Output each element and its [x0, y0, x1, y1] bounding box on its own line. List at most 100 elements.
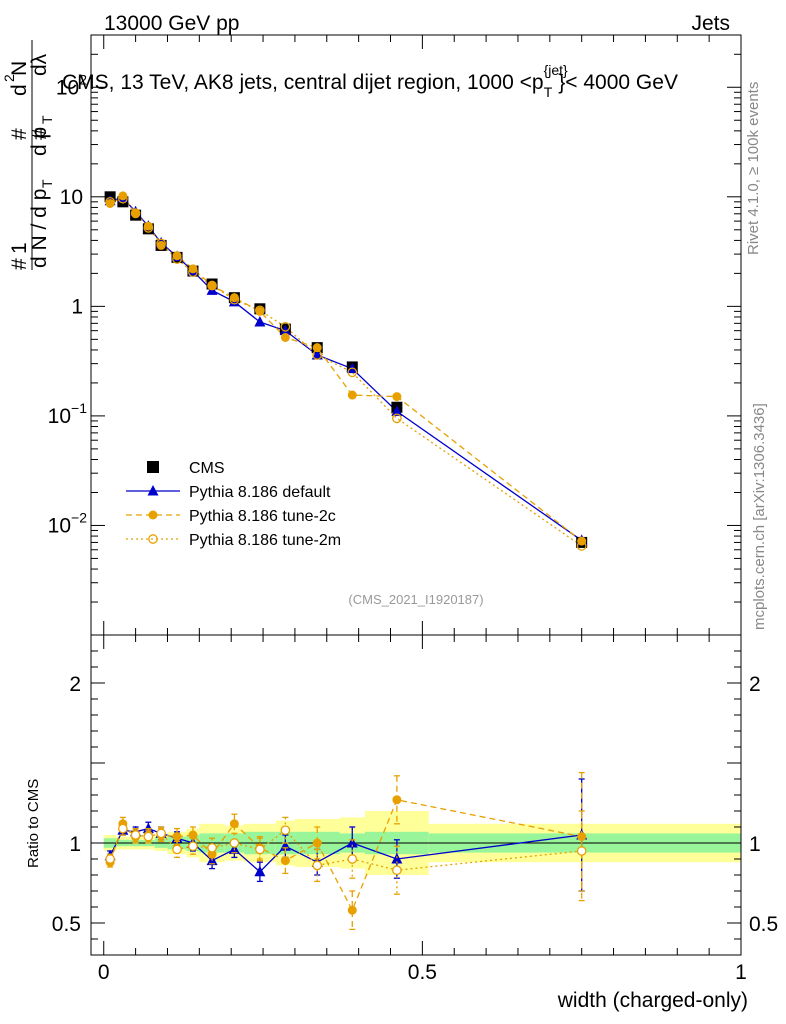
tune2c-point	[347, 390, 357, 400]
ratio-tune2m-point	[576, 846, 587, 856]
title-sup: {jet}	[544, 62, 568, 78]
tune2m-point	[207, 280, 217, 291]
tune2c-point	[207, 281, 217, 291]
legend-marker-tune2m	[148, 534, 158, 544]
ratio-tune2m-point	[347, 854, 358, 864]
tune2m-point	[576, 541, 587, 551]
tune2c-point	[577, 536, 587, 546]
ratio-ytick-label-right: 2	[749, 673, 761, 696]
default-point	[311, 348, 323, 360]
legend-label-2: Pythia 8.186 tune-2c	[189, 508, 336, 525]
legend-marker-default	[147, 485, 159, 496]
tune2c-point	[280, 332, 290, 342]
ratio-tune2m-point	[105, 854, 115, 864]
rivet-version-label: Rivet 4.1.0, ≥ 100k events	[745, 82, 762, 255]
ratio-tune2m-point	[280, 825, 291, 836]
ratio-ytick-label-left: 0.5	[52, 913, 81, 936]
main-ticks: 10−2 10−1 1 10 102	[48, 34, 742, 636]
ylabel-part-2: 1	[8, 242, 31, 254]
ratio-tune2m-point	[188, 841, 198, 852]
ratio-ytick-label-right: 1	[749, 833, 761, 856]
ratio-default-point	[254, 865, 266, 877]
header-left: 13000 GeV pp	[104, 12, 239, 35]
tune2m-point	[118, 193, 128, 204]
legend-label-1: Pythia 8.186 default	[189, 484, 331, 501]
tune2m-point	[172, 254, 182, 264]
ratio-frame	[90, 634, 742, 956]
tune2m-point	[143, 223, 154, 233]
ratio-tune2c-point	[347, 905, 357, 915]
ratio-tune2m-point	[229, 838, 240, 848]
mcplots-site-label: mcplots.cern.ch [arXiv:1306.3436]	[751, 403, 768, 630]
main-ytick-label: 1	[71, 295, 83, 318]
ylabel-part-3: d N / d p	[28, 189, 51, 268]
ratio-tune2m-point	[118, 823, 128, 834]
tune2c-point	[131, 209, 141, 219]
ratio-tune2c-point	[188, 830, 198, 840]
ratio-ytick-label-left: 1	[69, 833, 81, 856]
ratio-tune2c-point	[280, 856, 290, 866]
ratio-xtick-label: 0.5	[408, 961, 437, 984]
ylabel-part-9: d p	[28, 127, 51, 156]
main-panel: 10−2 10−1 1 10 102	[48, 34, 742, 636]
ratio-tune2m-point	[312, 860, 323, 871]
tune2c-point	[392, 392, 402, 402]
default-point	[391, 405, 403, 416]
tune2m-point	[255, 305, 265, 316]
ratio-bands	[91, 811, 741, 875]
legend-label-0: CMS	[189, 460, 225, 477]
title-suffix: }< 4000 GeV	[558, 71, 678, 94]
ratio-tune2c-point	[312, 838, 322, 848]
ratio-tune2c-point	[172, 832, 182, 842]
analysis-tag: (CMS_2021_I1920187)	[348, 592, 483, 607]
ylabel-part-6: d	[8, 84, 31, 96]
ylabel-part-4: T	[39, 179, 55, 188]
legend: CMS Pythia 8.186 default Pythia 8.186 tune…	[126, 460, 341, 549]
ylabel-part-7: 2	[1, 74, 17, 82]
ratio-tune2m-point	[156, 828, 166, 839]
ylabel-part-12: #	[28, 128, 51, 140]
tune2m-point	[312, 350, 323, 360]
main-ytick-label: 10	[60, 186, 83, 209]
ratio-marks	[104, 771, 588, 931]
tune2m-point	[130, 208, 141, 218]
ratio-ytick-label-left: 2	[69, 673, 81, 696]
header-right: Jets	[691, 12, 730, 35]
main-title: CMS, 13 TeV, AK8 jets, central dijet reg…	[62, 62, 678, 100]
tune2c-point	[118, 191, 128, 201]
main-series-line-3	[109, 198, 583, 547]
ratio-default-point	[346, 837, 358, 848]
default-point	[279, 324, 291, 336]
ratio-tune2m-point	[392, 865, 402, 876]
tune2m-point	[392, 413, 402, 424]
main-ylabel: # 1 d N / d p T # d 2 N d p T dλ #	[1, 40, 55, 270]
legend-marker-cms	[147, 461, 159, 473]
default-point	[254, 315, 266, 327]
main-ytick-label: 10−2	[48, 509, 88, 537]
tune2c-point	[188, 264, 198, 274]
ratio-xtick-label: 0	[98, 961, 110, 984]
main-ytick-label: 102	[56, 71, 87, 99]
tune2m-point	[105, 196, 115, 207]
ratio-tune2m-point	[143, 831, 154, 842]
ratio-tune2m-point	[172, 844, 182, 855]
ratio-tune2c-point	[392, 795, 402, 805]
title-prefix: CMS, 13 TeV, AK8 jets, central dijet reg…	[62, 71, 544, 94]
tune2m-point	[280, 322, 291, 332]
ylabel-part-11: dλ	[28, 53, 51, 76]
ratio-tune2m-point	[207, 842, 217, 853]
tune2m-point	[229, 294, 240, 305]
tune2m-point	[347, 367, 358, 378]
main-ytick-label: 10−1	[48, 400, 88, 428]
tune2m-point	[188, 267, 198, 278]
legend-marker-tune2c	[148, 510, 158, 520]
ratio-panel: 0.5 0.5 1 1 2 2 0 0.5 1	[52, 634, 778, 984]
tune2c-point	[312, 343, 322, 353]
ratio-tune2m-point	[255, 844, 265, 855]
ratio-ticks: 0.5 0.5 1 1 2 2 0 0.5 1	[52, 634, 778, 984]
ylabel-part-10: T	[39, 115, 55, 124]
ratio-ylabel: Ratio to CMS	[25, 779, 42, 868]
main-series-line-1	[109, 197, 583, 541]
